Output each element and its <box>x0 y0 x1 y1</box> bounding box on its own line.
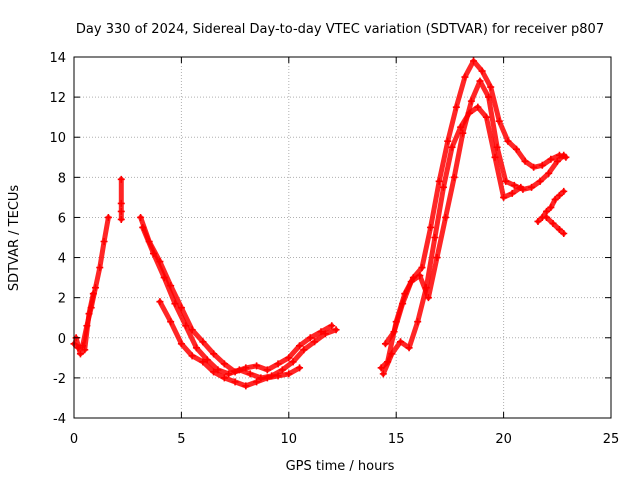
y-tick-label: -2 <box>53 372 66 387</box>
series-morning-rise <box>70 213 112 352</box>
y-tick-label: 12 <box>49 91 66 106</box>
series-trace <box>380 104 524 377</box>
series-trace <box>157 299 302 389</box>
y-tick-label: 10 <box>49 131 66 146</box>
x-tick-label: 25 <box>603 432 620 447</box>
series-trace <box>73 291 96 357</box>
series-morning-rise-early- <box>72 290 97 358</box>
gridlines <box>74 57 611 418</box>
plot-frame <box>73 56 612 419</box>
series-evening-rise-c <box>379 103 525 378</box>
y-tick-label: 8 <box>58 171 66 186</box>
y-tick-label: -4 <box>53 412 66 427</box>
series-trace <box>535 188 567 224</box>
x-tick-label: 15 <box>388 432 405 447</box>
data-points <box>70 57 570 390</box>
series-afternoon-decay-c <box>156 298 304 390</box>
y-tick-label: 2 <box>58 292 66 307</box>
series-trace <box>383 78 567 347</box>
y-tick-label: 4 <box>58 252 66 267</box>
chart-title: Day 330 of 2024, Sidereal Day-to-day VTE… <box>76 22 604 37</box>
x-tick-label: 0 <box>70 432 78 447</box>
series-trace <box>378 58 569 371</box>
series-trace <box>140 225 339 381</box>
series-outliers <box>117 175 125 223</box>
x-tick-label: 10 <box>281 432 298 447</box>
y-tick-label: 6 <box>58 211 66 226</box>
x-axis-label: GPS time / hours <box>286 459 395 474</box>
x-tick-label: 20 <box>495 432 512 447</box>
series-trace <box>544 214 567 236</box>
axis-ticks: 0 5 10 15 20 25 -4 -2 0 2 4 6 8 10 12 14 <box>49 51 619 447</box>
series-evening-rise-b <box>381 77 568 348</box>
series-evening-rise-a <box>377 57 570 372</box>
series-afternoon-decay-b <box>139 223 340 382</box>
x-tick-label: 5 <box>177 432 185 447</box>
y-tick-label: 0 <box>58 332 66 347</box>
series-trace <box>71 214 111 351</box>
y-tick-label: 14 <box>49 51 66 66</box>
series-late-segment-2 <box>543 213 568 237</box>
y-axis-label: SDTVAR / TECUs <box>7 185 22 292</box>
